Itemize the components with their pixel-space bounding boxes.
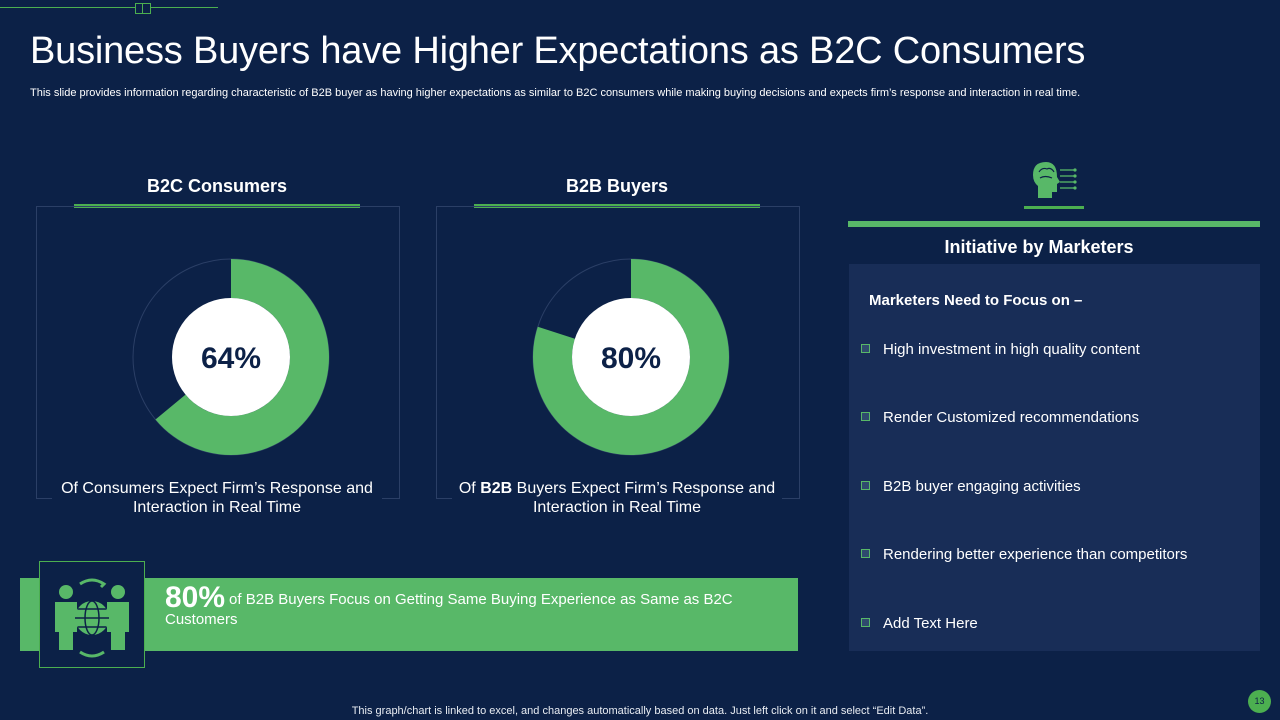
list-item-label: Render Customized recommendations (883, 409, 1139, 426)
top-decoration-box (135, 3, 151, 14)
b2b-donut-filled-slice (533, 259, 729, 455)
page-number: 13 (1248, 690, 1271, 713)
right-icon-underline (1024, 206, 1084, 209)
bullet-square-icon (861, 344, 870, 353)
b2b-donut-center (572, 298, 690, 416)
b2c-donut-chart: 64% (132, 258, 330, 456)
b2b-donut-value-label: 80% (601, 342, 661, 375)
b2b-caption-suffix: Buyers Expect Firm’s Response and Intera… (512, 480, 776, 516)
list-item: Render Customized recommendations (861, 409, 1139, 426)
top-decoration-line (0, 7, 218, 8)
list-item: Rendering better experience than competi… (861, 546, 1187, 563)
stat-banner (20, 578, 798, 651)
global-team-icon (55, 578, 129, 658)
list-item: Add Text Here (861, 615, 978, 632)
initiative-panel (849, 264, 1260, 651)
banner-description: of B2B Buyers Focus on Getting Same Buyi… (165, 591, 733, 628)
brain-head-icon (1033, 162, 1077, 198)
b2b-card-title: B2B Buyers (565, 176, 669, 196)
footnote: This graph/chart is linked to excel, and… (351, 705, 929, 717)
list-item: High investment in high quality content (861, 341, 1140, 358)
bullet-square-icon (861, 618, 870, 627)
banner-text: 80% of B2B Buyers Focus on Getting Same B… (165, 583, 785, 630)
initiative-panel-heading: Marketers Need to Focus on – (869, 292, 1083, 309)
b2c-donut-center (172, 298, 290, 416)
list-item-label: High investment in high quality content (883, 341, 1140, 358)
banner-big-stat: 80% (165, 581, 226, 614)
b2b-caption-prefix: Of (458, 480, 481, 497)
b2b-caption-bold: B2B (480, 480, 513, 497)
bullet-square-icon (861, 481, 870, 490)
banner-icon-box (39, 561, 145, 668)
b2c-caption: Of Consumers Expect Firm’s Response and … (52, 479, 382, 517)
b2b-caption: Of B2B Buyers Expect Firm’s Response and… (452, 479, 782, 517)
page-title: Business Buyers have Higher Expectations… (30, 30, 1086, 72)
list-item-label: Add Text Here (883, 615, 978, 632)
list-item-label: B2B buyer engaging activities (883, 478, 1081, 495)
b2c-donut-filled-slice (155, 259, 329, 455)
b2c-card-title: B2C Consumers (146, 176, 288, 196)
list-item-label: Rendering better experience than competi… (883, 546, 1188, 563)
bullet-square-icon (861, 549, 870, 558)
initiative-heading: Initiative by Marketers (944, 237, 1134, 257)
bullet-square-icon (861, 412, 870, 421)
b2b-donut-chart: 80% (532, 258, 730, 456)
b2c-donut-value-label: 64% (201, 342, 261, 375)
list-item: B2B buyer engaging activities (861, 478, 1081, 495)
page-subtitle: This slide provides information regardin… (30, 87, 1081, 99)
right-accent-bar (848, 221, 1260, 227)
